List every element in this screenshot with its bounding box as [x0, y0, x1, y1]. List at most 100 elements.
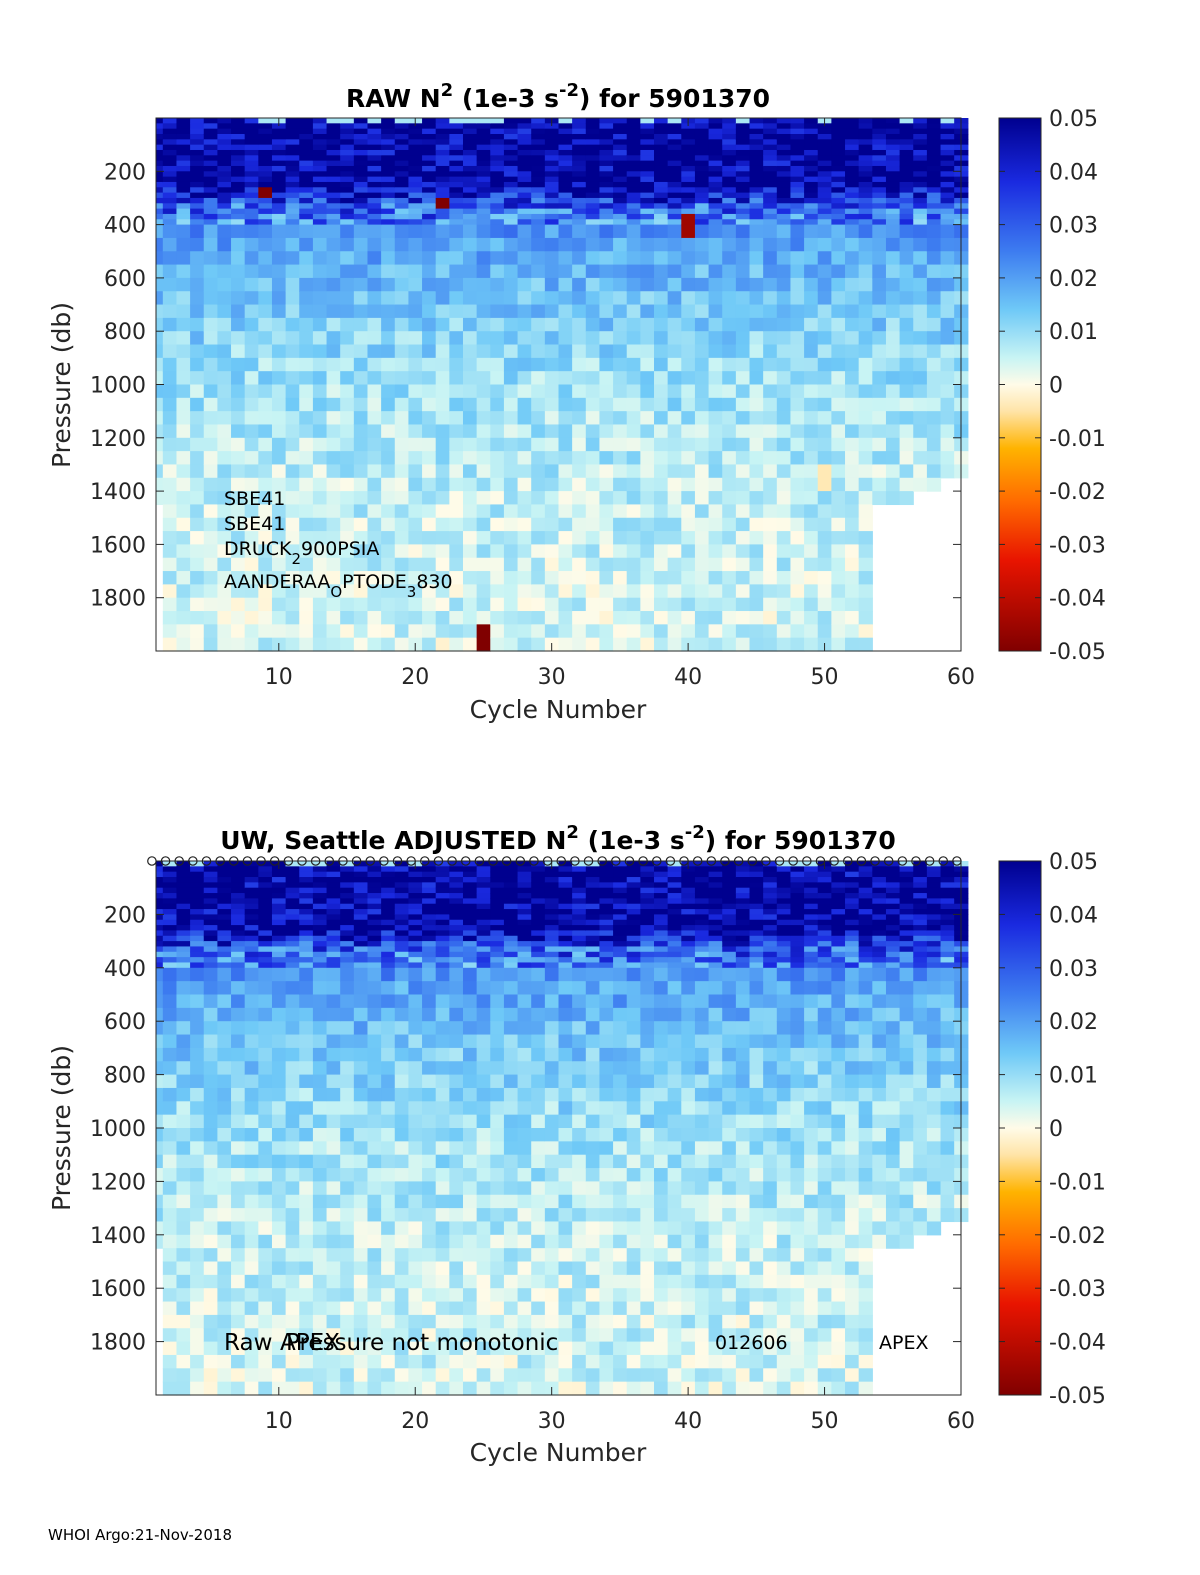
heat-cell [326, 123, 341, 130]
heat-cell [285, 371, 300, 386]
heat-cell [476, 1021, 491, 1036]
heat-cell [326, 144, 341, 151]
heat-cell [312, 251, 328, 266]
heat-cell [449, 981, 464, 996]
heat-cell [899, 224, 914, 239]
heat-cell [381, 331, 396, 346]
heat-cell [340, 930, 355, 937]
heat-cell [517, 517, 532, 532]
heat-cell [503, 866, 519, 873]
heat-cell [340, 139, 355, 146]
heat-cell [654, 571, 669, 585]
heat-cell [845, 517, 860, 532]
heat-cell [394, 887, 410, 894]
heat-cell [271, 277, 287, 292]
heat-cell [435, 531, 450, 546]
heat-cell [613, 203, 628, 210]
heat-cell [367, 477, 382, 492]
heat-cell [490, 935, 505, 942]
heat-cell [299, 544, 314, 559]
heat-cell [544, 1034, 560, 1049]
heat-cell [299, 1234, 314, 1249]
heat-cell [490, 464, 505, 479]
heat-cell [231, 464, 246, 479]
heat-cell [763, 192, 778, 199]
heat-cell [381, 1154, 396, 1169]
heat-cell [312, 1208, 328, 1223]
heat-cell [449, 1221, 464, 1236]
heat-cell [885, 165, 901, 172]
heat-cell [599, 898, 614, 905]
heat-cell [162, 1114, 178, 1129]
heat-cell [258, 357, 273, 372]
heat-cell [503, 397, 519, 412]
heat-cell [462, 981, 478, 996]
heat-cell [381, 893, 396, 899]
heat-cell [326, 611, 341, 625]
heat-cell [340, 187, 355, 194]
heat-cell [449, 1368, 464, 1383]
heat-cell [926, 437, 942, 452]
heat-cell [408, 424, 423, 439]
heat-cell [244, 925, 259, 932]
heat-cell [285, 1128, 300, 1142]
heat-cell [681, 371, 696, 386]
heat-cell [517, 951, 532, 958]
heat-cell [885, 397, 901, 412]
heat-cell [367, 264, 382, 279]
heat-cell [613, 176, 628, 183]
heat-cell [913, 451, 928, 466]
heat-cell [340, 1208, 355, 1223]
heat-cell [449, 128, 464, 135]
heat-cell [626, 291, 641, 306]
heat-cell [517, 1154, 532, 1169]
heat-cell [517, 1061, 532, 1076]
heat-cell [831, 192, 846, 199]
heat-cell [231, 371, 246, 386]
heat-cell [531, 1128, 546, 1142]
heat-cell [790, 384, 805, 399]
heat-cell [340, 384, 355, 399]
heat-cell [381, 171, 396, 178]
heat-cell [776, 144, 792, 151]
heat-cell [763, 517, 778, 532]
heat-cell [626, 181, 641, 188]
heat-cell [176, 1114, 191, 1129]
heat-cell [831, 424, 846, 439]
heat-cell [162, 1034, 178, 1049]
heat-cell [899, 171, 914, 178]
heat-cell [367, 571, 382, 585]
heat-cell [926, 411, 942, 426]
heat-cell [340, 437, 355, 452]
heat-cell [381, 981, 396, 996]
heat-cell [381, 317, 396, 332]
heat-cell [299, 1154, 314, 1169]
heat-cell [517, 123, 532, 130]
heat-cell [735, 451, 751, 466]
heat-cell [585, 1381, 601, 1396]
heat-cell [353, 165, 369, 172]
heat-cell [299, 251, 314, 266]
heat-cell [217, 504, 232, 519]
heat-cell [640, 909, 655, 915]
heat-cell [258, 139, 273, 146]
heat-cell [558, 919, 573, 926]
heat-cell [340, 531, 355, 546]
heat-cell [763, 571, 778, 585]
heat-cell [203, 331, 218, 346]
heat-cell [422, 411, 437, 426]
heat-cell [435, 1261, 450, 1276]
heat-cell [435, 264, 450, 279]
heat-cell [203, 304, 218, 319]
heat-cell [572, 1061, 587, 1076]
heat-cell [776, 371, 792, 386]
heat-cell [749, 517, 764, 532]
heat-cell [203, 887, 218, 894]
heat-cell [285, 251, 300, 266]
heat-cell [381, 925, 396, 932]
heat-cell [435, 1354, 450, 1369]
heat-cell [626, 935, 641, 942]
heat-cell [899, 464, 914, 479]
heat-cell [735, 384, 751, 399]
heat-cell [858, 624, 873, 639]
